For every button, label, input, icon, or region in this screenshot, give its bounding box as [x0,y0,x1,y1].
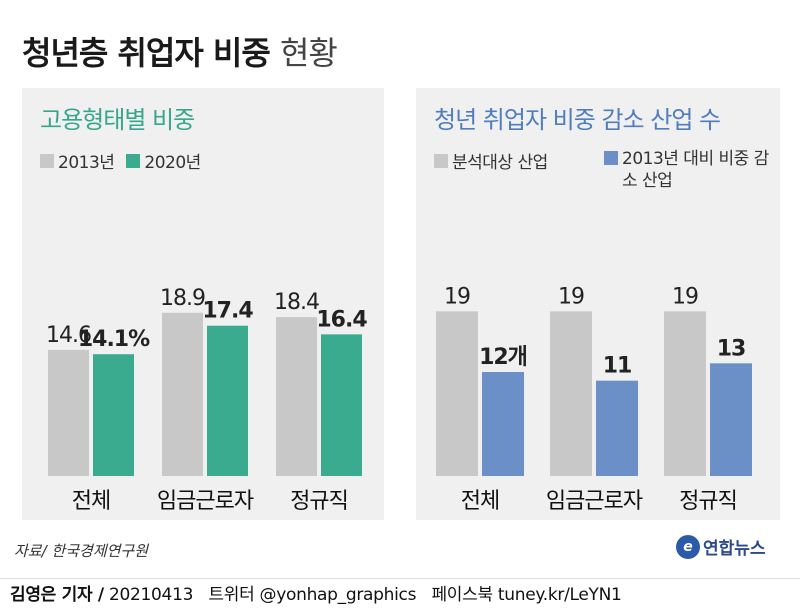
facebook-link[interactable]: 페이스북 tuney.kr/LeYN1 [431,585,622,605]
category-label-0-2: 정규직 [290,489,348,514]
bar-1-1-0 [482,372,524,476]
legend-swatch-decrease [604,151,618,165]
bar-label-1-1-0: 12개 [479,345,527,370]
right-chart-title: 청년 취업자 비중 감소 산업 수 [434,106,721,134]
bar-0-1-1 [207,325,248,476]
bar-0-0-1 [162,312,203,476]
left-legend: 2013년 2020년 [40,148,201,173]
source-note: 자료/ 한국경제연구원 [14,542,149,560]
credit-footer: 김영은 기자 / 20210413 트위터 @yonhap_graphics 페… [0,578,800,612]
legend-label-2013: 2013년 [58,153,115,173]
title-main: 청년층 취업자 비중 [22,34,271,72]
bar-label-1-1-2: 13 [717,336,746,361]
bar-1-0-0 [436,311,478,476]
bar-label-1-0-0: 19 [444,284,470,309]
bar-label-0-0-2: 18.4 [274,290,319,315]
yonhap-logo: e 연합뉴스 [676,534,766,559]
category-label-1-0: 전체 [461,489,499,514]
bar-0-1-0 [93,354,134,476]
left-bar-chart: 14.614.1% 전체 18.917.4 임금근로자 18.416.4 정규직 [46,286,368,514]
category-label-0-1: 임금근로자 [157,489,254,514]
employment-type-panel: 고용형태별 비중 2013년 2020년 14.6 14.1% 전체 18.9 17.4… [22,88,384,520]
legend-label-2020: 2020년 [144,153,201,173]
category-label-1-2: 정규직 [679,489,737,514]
legend-swatch-2020 [126,153,141,168]
legend-swatch-2013 [40,153,54,168]
bar-label-1-0-2: 19 [672,284,698,309]
right-legend-decrease: 2013년 대비 비중 감소 산업 [604,148,774,192]
bar-0-0-0 [48,349,89,476]
industry-count-panel: 청년 취업자 비중 감소 산업 수 분석대상 산업 2013년 대비 비중 감소… [416,88,780,520]
bar-0-1-2 [321,334,362,476]
legend-label-decrease: 2013년 대비 비중 감소 산업 [622,149,769,191]
date: 20210413 [108,585,194,605]
legend-swatch-analysis [434,153,448,168]
left-chart-title: 고용형태별 비중 [40,106,195,134]
right-legend-analysis: 분석대상 산업 [434,148,548,173]
category-label-1-1: 임금근로자 [546,489,643,514]
bar-0-0-2 [276,317,317,476]
bar-1-0-2 [664,311,706,476]
bar-1-1-1 [596,380,638,476]
bar-label-1-1-1: 11 [603,354,632,379]
bar-1-0-1 [550,311,592,476]
title-light: 현황 [279,34,338,72]
bar-label-0-0-0: 14.6 [46,323,91,348]
bar-label-0-1-1: 17.4 [202,299,253,324]
bar-label-0-0-1: 18.9 [160,286,205,311]
yonhap-logo-icon: e [676,534,700,559]
bar-label-0-1-0: 14.1% [78,327,150,352]
category-label-0-0: 전체 [72,489,110,514]
bar-1-1-2 [710,363,752,476]
legend-label-analysis: 분석대상 산업 [452,153,548,173]
logo-text: 연합뉴스 [703,539,766,559]
twitter-link[interactable]: 트위터 @yonhap_graphics [208,585,417,605]
reporter: 김영은 기자 / [10,585,104,605]
bar-label-0-1-2: 16.4 [316,307,367,332]
bar-label-1-0-1: 19 [558,284,584,309]
page-title: 청년층 취업자 비중 현황 [22,28,338,74]
